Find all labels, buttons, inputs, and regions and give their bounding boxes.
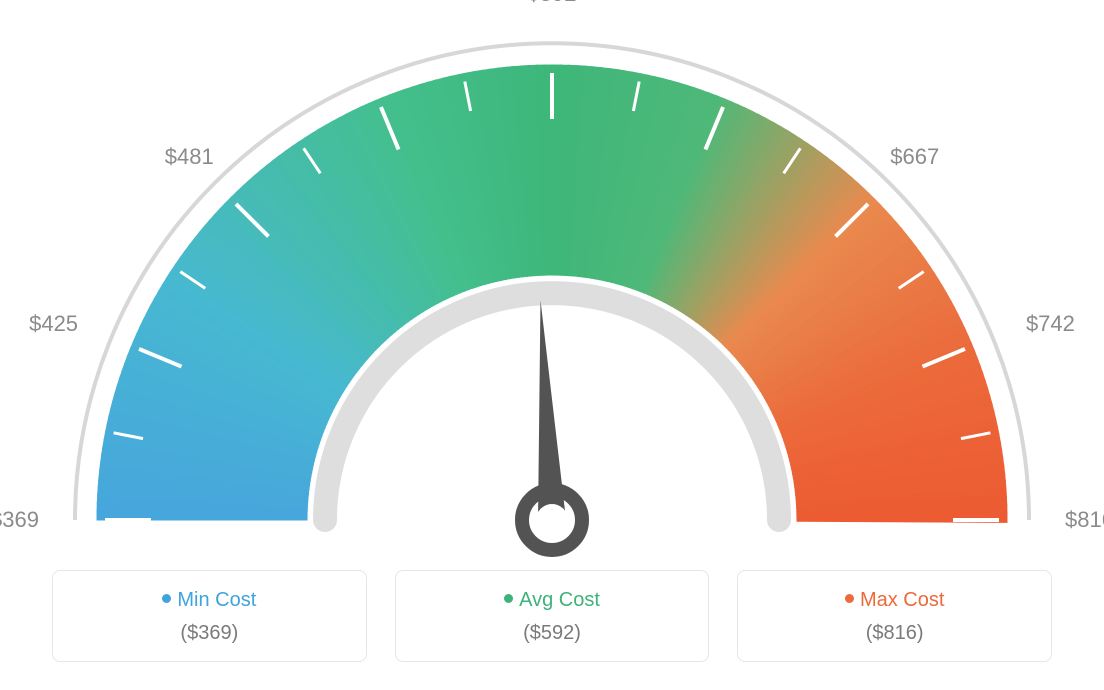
gauge-tick-label: $592 (528, 0, 577, 7)
legend-title-max: Max Cost (738, 589, 1051, 612)
legend-card-min: Min Cost ($369) (52, 570, 367, 662)
gauge-tick-label: $425 (29, 311, 78, 337)
gauge-tick-label: $667 (890, 144, 939, 170)
cost-gauge: $369 $425 $481 $592 $667 $742 $816 (0, 0, 1104, 560)
legend-value-max: ($816) (738, 622, 1051, 645)
legend-dot-max (845, 594, 854, 603)
legend-card-avg: Avg Cost ($592) (395, 570, 710, 662)
legend-row: Min Cost ($369) Avg Cost ($592) Max Cost… (52, 570, 1052, 662)
legend-label-min: Min Cost (177, 589, 256, 611)
legend-dot-avg (504, 594, 513, 603)
gauge-tick-label: $816 (1065, 507, 1104, 533)
gauge-tick-label: $742 (1026, 311, 1075, 337)
legend-value-avg: ($592) (396, 622, 709, 645)
legend-title-min: Min Cost (53, 589, 366, 612)
legend-value-min: ($369) (53, 622, 366, 645)
gauge-svg (0, 0, 1104, 560)
legend-dot-min (162, 594, 171, 603)
legend-label-max: Max Cost (860, 589, 944, 611)
gauge-tick-label: $481 (165, 144, 214, 170)
legend-card-max: Max Cost ($816) (737, 570, 1052, 662)
legend-title-avg: Avg Cost (396, 589, 709, 612)
gauge-tick-label: $369 (0, 507, 39, 533)
legend-label-avg: Avg Cost (519, 589, 600, 611)
